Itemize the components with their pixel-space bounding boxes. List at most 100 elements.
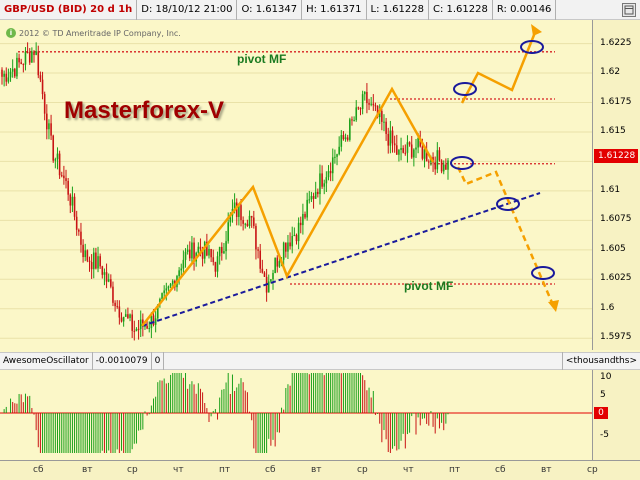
- candle-body: [257, 249, 259, 251]
- candle-body: [184, 251, 187, 260]
- price-axis[interactable]: [592, 20, 640, 350]
- copyright-notice: i 2012 © TD Ameritrade IP Company, Inc.: [6, 28, 181, 38]
- time-label: вт: [541, 465, 552, 475]
- candle-body: [101, 266, 104, 275]
- candle-body: [193, 242, 195, 262]
- bullish-arrow-head: [531, 24, 542, 36]
- candle-body: [58, 153, 61, 176]
- candle-body: [56, 153, 59, 160]
- candle-body: [206, 241, 208, 256]
- current-price-tag: 1.61228: [594, 149, 638, 163]
- candle-body: [336, 154, 338, 157]
- candle-body: [240, 205, 242, 221]
- candle-body: [302, 213, 304, 226]
- candle-body: [148, 328, 151, 330]
- candle-body: [442, 164, 445, 172]
- time-label: пт: [449, 465, 461, 475]
- bullish-projection: [460, 29, 538, 104]
- candle-body: [272, 272, 274, 280]
- candle-body: [267, 281, 270, 293]
- candle-body: [95, 252, 97, 269]
- candle-body: [406, 142, 409, 153]
- bearish-projection: [456, 166, 555, 306]
- oscillator-header: AwesomeOscillator -0.0010079 0 <thousand…: [0, 352, 640, 370]
- candle-body: [310, 196, 313, 200]
- candle-body: [84, 250, 87, 258]
- candle-body: [340, 135, 343, 147]
- candle-body: [210, 248, 212, 258]
- target-ellipse: [531, 266, 555, 280]
- candle-body: [270, 279, 272, 282]
- candle-body: [338, 146, 340, 155]
- candle-body: [400, 148, 402, 150]
- target-ellipse: [450, 156, 474, 170]
- candle-body: [31, 51, 33, 63]
- candle-body: [370, 103, 372, 105]
- candle-body: [127, 314, 129, 318]
- candle-body: [378, 111, 381, 118]
- candle-body: [18, 57, 20, 63]
- oscillator-name[interactable]: AwesomeOscillator: [0, 352, 93, 370]
- candle-body: [246, 223, 249, 226]
- symbol-label[interactable]: GBP/USD (BID) 20 d 1h: [0, 0, 138, 20]
- candle-body: [359, 108, 362, 110]
- price-tick-label: 1.605: [600, 243, 626, 254]
- candle-body: [7, 77, 10, 82]
- brand-watermark: Masterforex-V: [64, 97, 225, 124]
- info-icon: i: [6, 28, 16, 38]
- candle-body: [41, 79, 44, 95]
- candle-body: [374, 105, 377, 107]
- candle-body: [171, 280, 174, 284]
- candle-body: [208, 248, 210, 256]
- candle-body: [289, 242, 291, 247]
- candle-body: [276, 257, 279, 267]
- candle-body: [214, 262, 217, 272]
- candle-body: [381, 111, 383, 122]
- candle-body: [235, 202, 238, 217]
- candle-body: [163, 290, 165, 294]
- candle-body: [52, 135, 55, 161]
- candle-body: [291, 236, 294, 247]
- candle-body: [152, 315, 155, 325]
- candle-body: [425, 149, 428, 162]
- candle-body: [161, 293, 163, 299]
- close-readout: C: 1.61228: [429, 0, 493, 20]
- candle-body: [182, 259, 185, 269]
- candle-body: [295, 234, 298, 242]
- range-readout: R: 0.00146: [493, 0, 557, 20]
- time-label: вт: [311, 465, 322, 475]
- candle-body: [133, 330, 136, 332]
- target-ellipse: [496, 197, 520, 211]
- candle-body: [216, 256, 219, 272]
- candle-body: [150, 315, 153, 329]
- osc-tick-10: 10: [600, 372, 612, 382]
- candle-body: [82, 244, 84, 258]
- candle-body: [361, 94, 364, 109]
- candle-body: [368, 103, 370, 105]
- candle-body: [329, 171, 332, 174]
- candle-body: [436, 150, 439, 170]
- time-label: вт: [82, 465, 93, 475]
- candle-body: [248, 215, 251, 226]
- price-chart[interactable]: [0, 20, 592, 350]
- candle-body: [218, 246, 221, 257]
- candle-body: [355, 107, 358, 120]
- oscillator-chart[interactable]: [0, 370, 592, 460]
- candle-body: [259, 250, 262, 269]
- price-tick-label: 1.6075: [600, 214, 632, 225]
- candle-body: [317, 191, 319, 195]
- time-label: ср: [357, 465, 368, 475]
- candle-body: [99, 256, 101, 267]
- time-label: чт: [403, 465, 414, 475]
- candle-body: [186, 249, 189, 252]
- candle-body: [92, 252, 95, 270]
- candle-body: [327, 171, 330, 178]
- panel-menu-button[interactable]: [622, 3, 636, 17]
- candle-body: [11, 68, 14, 72]
- candle-body: [114, 302, 116, 307]
- high-readout: H: 1.61371: [302, 0, 367, 20]
- oscillator-unit: <thousandths>: [561, 352, 640, 370]
- candle-body: [154, 318, 157, 325]
- time-axis[interactable]: сб вт ср чт пт сб вт ср чт пт сб вт ср: [0, 460, 640, 480]
- candle-body: [86, 250, 89, 261]
